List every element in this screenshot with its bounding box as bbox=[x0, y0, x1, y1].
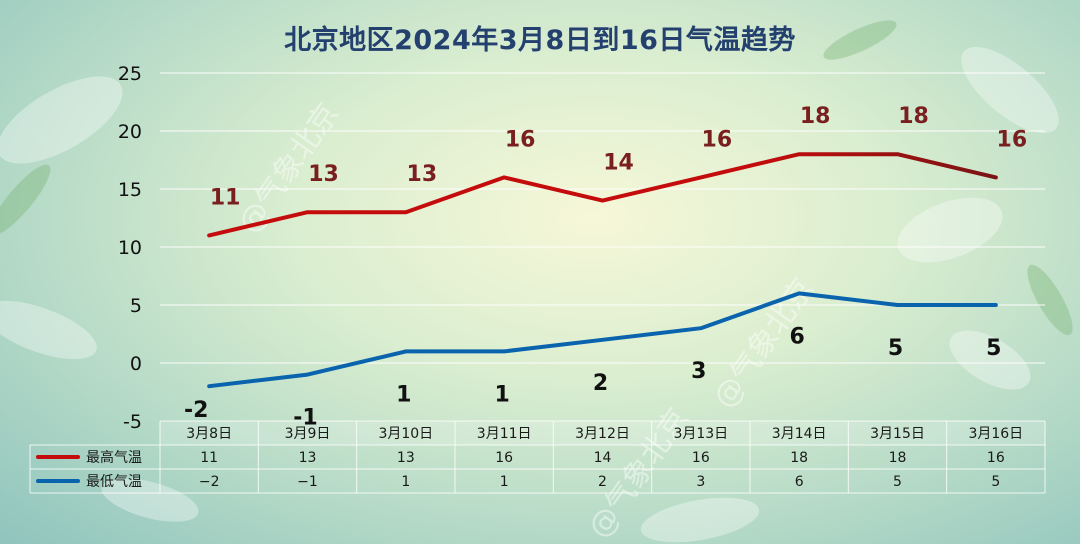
low-temp-line bbox=[207, 291, 998, 389]
low-data-label: 5 bbox=[986, 336, 1001, 361]
y-tick-label: 5 bbox=[130, 295, 142, 317]
high-data-label: 11 bbox=[210, 185, 241, 210]
chart-title: 北京地区2024年3月8日到16日气温趋势 bbox=[284, 25, 796, 56]
high-data-label: 16 bbox=[702, 127, 733, 152]
high-data-label: 13 bbox=[407, 162, 438, 187]
x-tick-label: 3月14日 bbox=[772, 426, 827, 442]
high-data-label: 16 bbox=[997, 127, 1028, 152]
table-cell: 3 bbox=[696, 474, 705, 490]
low-data-label: 5 bbox=[888, 336, 903, 361]
x-tick-label: 3月16日 bbox=[968, 426, 1023, 442]
high-data-label: 18 bbox=[898, 104, 929, 129]
table-cell: 16 bbox=[987, 450, 1005, 466]
y-tick-label: 25 bbox=[118, 63, 142, 85]
high-data-label: 14 bbox=[603, 151, 634, 176]
table-cell: 18 bbox=[889, 450, 907, 466]
low-data-label: 1 bbox=[495, 382, 510, 407]
x-tick-label: 3月12日 bbox=[575, 426, 630, 442]
legend-label: 最低气温 bbox=[86, 474, 142, 490]
table-cell: 6 bbox=[795, 474, 804, 490]
table-cell: 11 bbox=[200, 450, 218, 466]
low-data-label: -2 bbox=[184, 398, 208, 423]
table-cell: 1 bbox=[401, 474, 410, 490]
table-cell: 5 bbox=[991, 474, 1000, 490]
table-cell: 18 bbox=[790, 450, 808, 466]
low-data-label: 6 bbox=[790, 324, 805, 349]
x-tick-label: 3月8日 bbox=[186, 426, 232, 442]
y-tick-label: 0 bbox=[130, 353, 142, 375]
x-tick-label: 3月15日 bbox=[870, 426, 925, 442]
low-data-label: 3 bbox=[691, 359, 706, 384]
table-cell: 16 bbox=[495, 450, 513, 466]
table-cell: 14 bbox=[594, 450, 612, 466]
x-tick-label: 3月11日 bbox=[477, 426, 532, 442]
y-tick-label: -5 bbox=[123, 411, 142, 433]
low-data-label: 1 bbox=[396, 382, 411, 407]
x-tick-label: 3月9日 bbox=[285, 426, 331, 442]
x-tick-label: 3月10日 bbox=[378, 426, 433, 442]
low-data-label: 2 bbox=[593, 371, 608, 396]
table-cell: 13 bbox=[397, 450, 415, 466]
table-cell: 5 bbox=[893, 474, 902, 490]
table-cell: 2 bbox=[598, 474, 607, 490]
table-cell: 1 bbox=[500, 474, 509, 490]
x-tick-label: 3月13日 bbox=[673, 426, 728, 442]
table-cell: −2 bbox=[199, 474, 220, 490]
high-data-label: 13 bbox=[308, 162, 339, 187]
low-data-label: -1 bbox=[293, 406, 317, 431]
high-data-label: 18 bbox=[800, 104, 831, 129]
y-tick-label: 15 bbox=[118, 179, 142, 201]
table-cell: 13 bbox=[299, 450, 317, 466]
table-header-band bbox=[160, 421, 1045, 445]
table-cell: −1 bbox=[297, 474, 318, 490]
y-tick-label: 10 bbox=[118, 237, 142, 259]
high-temp-line bbox=[207, 152, 998, 238]
high-data-label: 16 bbox=[505, 127, 536, 152]
table-cell: 16 bbox=[692, 450, 710, 466]
legend-label: 最高气温 bbox=[86, 449, 142, 466]
y-tick-label: 20 bbox=[118, 121, 142, 143]
